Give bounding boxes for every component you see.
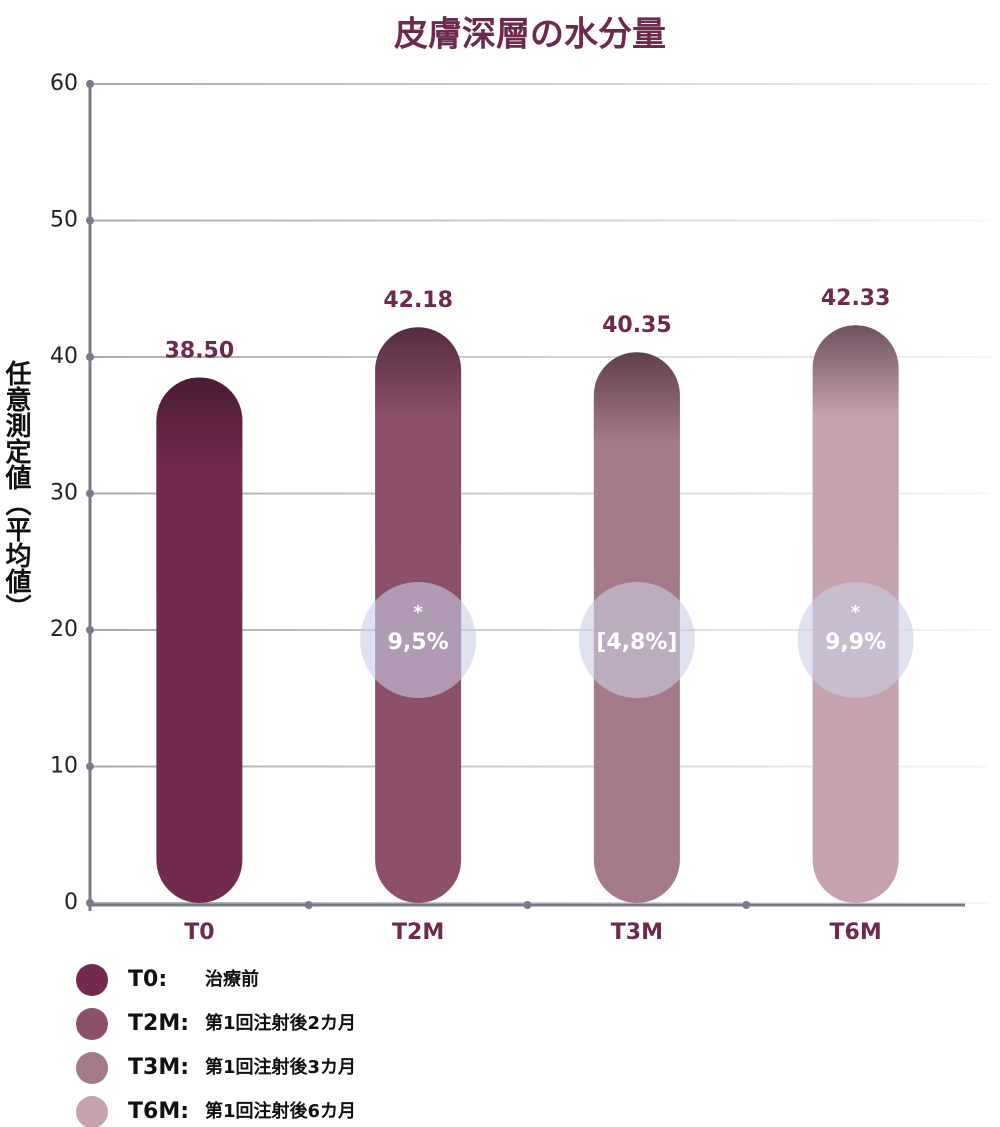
legend-key: T3M: [128,1055,189,1080]
legend-swatch [76,1096,108,1127]
change-label: 9,5% [388,630,449,655]
y-axis-label: 任意測定値（平均値） [1,360,32,620]
grid-line [90,83,990,85]
grid-line [90,629,990,631]
legend-text: 第1回注射後6カ月 [205,1100,356,1122]
legend-swatch [76,1052,108,1084]
value-label: 42.33 [821,286,891,311]
x-axis-dot [304,901,313,909]
x-tick-label: T0 [184,920,214,945]
x-tick-label: T6M [830,920,882,945]
x-tick-label: T2M [392,920,444,945]
value-label: 42.18 [383,288,453,313]
grid-line [90,765,990,768]
x-axis-dot [742,901,751,909]
significance-mark: * [851,602,861,623]
grid-line [90,219,990,222]
chart-title: 皮膚深層の水分量 [394,15,666,55]
y-tick-label: 30 [50,481,78,506]
grid-line [90,902,990,904]
value-label: 40.35 [602,313,672,338]
grid-line [90,492,990,495]
bar-shade [812,325,899,586]
y-tick-label: 40 [50,344,78,369]
change-badge [360,582,477,698]
y-tick-label: 50 [50,208,78,233]
y-tick-label: 10 [50,754,78,779]
x-axis-dot [523,901,532,909]
change-badge [797,582,914,698]
legend-text: 第1回注射後3カ月 [205,1056,356,1078]
grid-line [90,356,990,358]
legend-swatch [76,964,108,996]
y-tick-label: 20 [50,617,78,642]
y-tick-label: 60 [50,71,78,96]
change-label: [4,8%] [596,630,677,655]
legend-key: T2M: [128,1011,189,1036]
significance-mark: * [413,602,423,623]
legend-text: 治療前 [205,968,259,990]
legend-swatch [76,1008,108,1040]
legend-key: T0: [128,967,167,992]
bar-shade [593,352,680,613]
y-tick-label: 0 [64,890,78,915]
bar-shade [375,327,462,588]
value-label: 38.50 [165,338,235,363]
change-label: 9,9% [825,630,886,655]
change-badge [578,582,695,698]
legend-text: 第1回注射後2カ月 [205,1012,356,1034]
bar-shade [156,377,243,638]
legend-key: T6M: [128,1099,189,1124]
x-tick-label: T3M [611,920,663,945]
